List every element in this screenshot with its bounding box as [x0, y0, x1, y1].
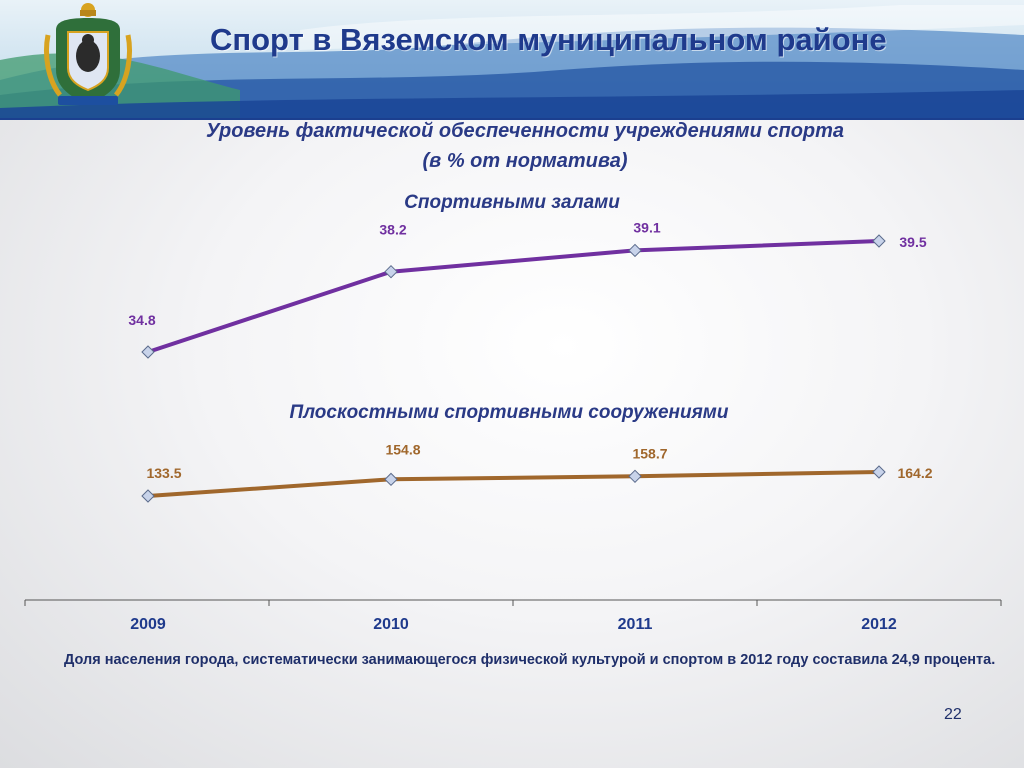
page-number: 22: [944, 706, 962, 723]
data-marker-s1-2011: [628, 243, 642, 258]
data-marker-s1-2009: [141, 345, 155, 359]
x-tick-label-2011: 2011: [618, 616, 653, 633]
data-marker-s1-2012: [872, 234, 886, 248]
data-label-s2-2011: 158.7: [632, 445, 667, 461]
x-tick-label-2012: 2012: [861, 616, 897, 633]
data-label-s1-2011: 39.1: [633, 219, 660, 235]
data-label-s2-2010: 154.8: [385, 441, 420, 457]
data-marker-s2-2010: [384, 472, 398, 487]
footnote-text: Доля населения города, систематически за…: [64, 652, 996, 668]
data-label-s2-2012: 164.2: [897, 465, 932, 481]
header-banner: Спорт в Вяземском муниципальном районе: [0, 0, 1024, 120]
x-tick-label-2010: 2010: [373, 616, 409, 633]
data-marker-s2-2009: [141, 489, 155, 503]
series-line-2: [147, 470, 880, 498]
wave-decoration: [0, 5, 1024, 120]
series-line-1: [147, 239, 880, 354]
data-label-s1-2012: 39.5: [899, 234, 926, 250]
data-marker-s2-2011: [628, 469, 642, 484]
data-label-s2-2009: 133.5: [146, 465, 181, 481]
chart-subtitle-line-2: (в % от норматива): [422, 150, 628, 172]
data-marker-s1-2010: [384, 264, 398, 279]
series-heading-flat-facilities: Плоскостными спортивными сооружениями: [289, 402, 729, 423]
data-label-s1-2010: 38.2: [379, 222, 406, 238]
series-heading-halls: Спортивными залами: [404, 192, 620, 213]
coat-of-arms-icon: [44, 3, 132, 105]
data-marker-s2-2012: [872, 465, 886, 479]
data-label-s1-2009: 34.8: [128, 312, 155, 328]
header-divider: [0, 118, 1024, 120]
chart-subtitle-line-1: Уровень фактической обеспеченности учреж…: [205, 120, 845, 142]
page-title: Спорт в Вяземском муниципальном районе: [210, 22, 887, 57]
x-tick-label-2009: 2009: [130, 616, 166, 633]
